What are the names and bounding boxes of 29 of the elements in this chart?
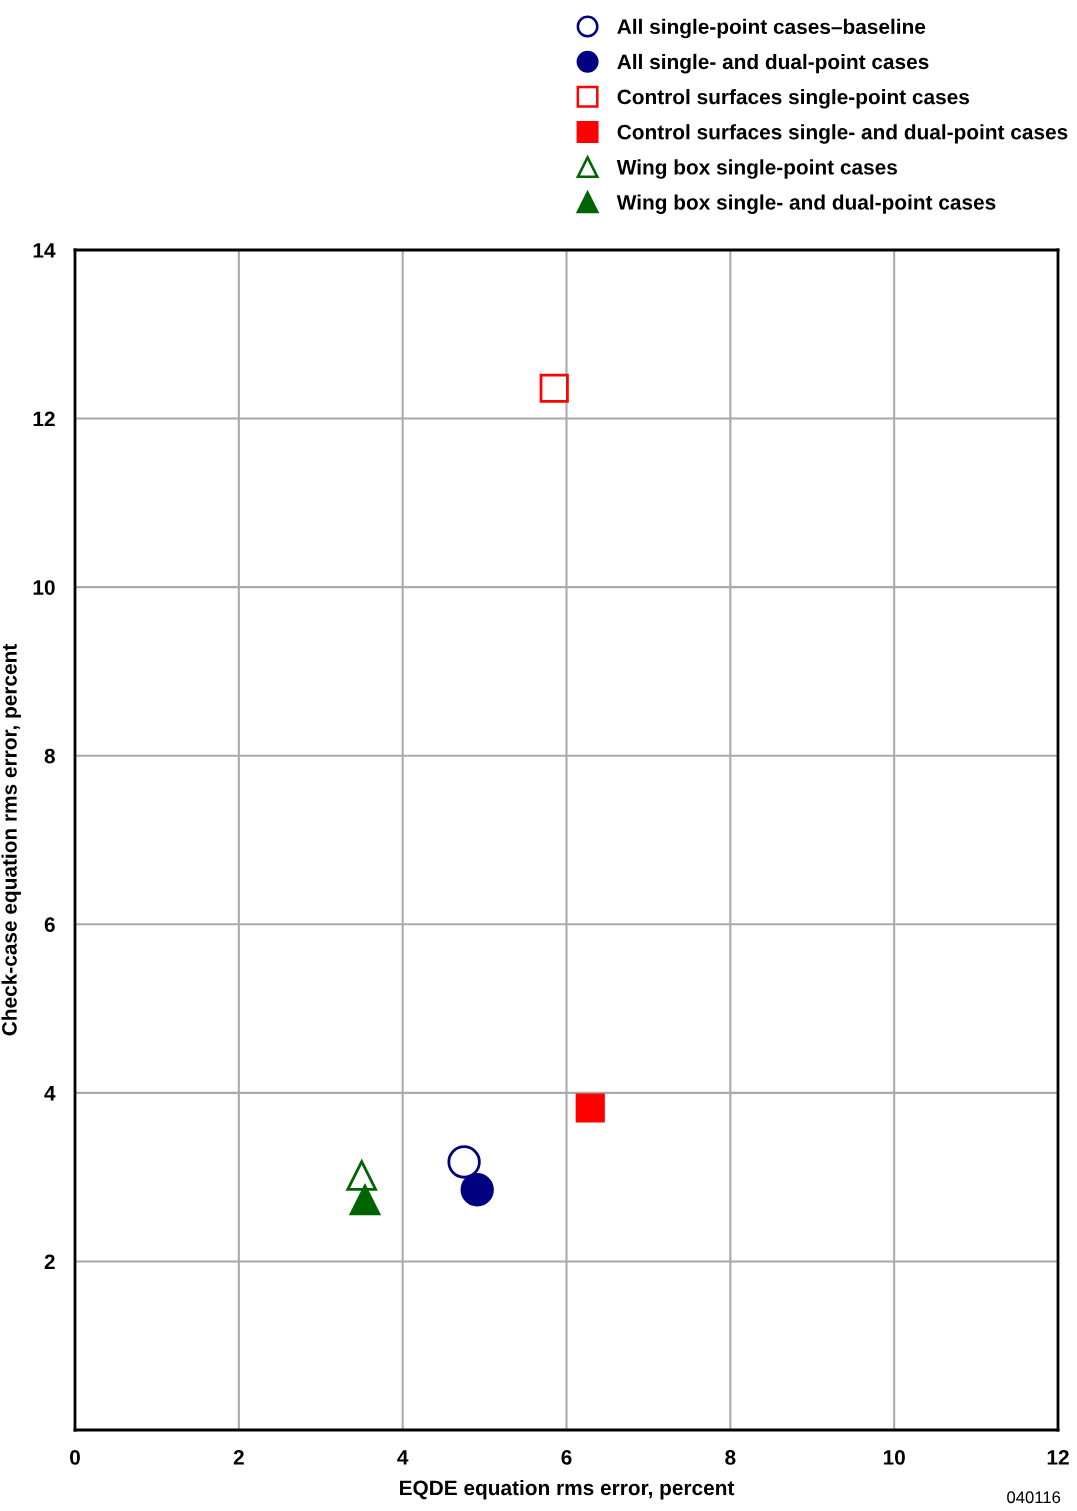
y-axis-title: Check-case equation rms error, percent (1, 643, 21, 1036)
point (447, 1145, 481, 1179)
y-tick-label: 4 (44, 1086, 56, 1101)
text: 040116 (1007, 1491, 1061, 1504)
x-tick-label: 12 (1047, 1449, 1069, 1465)
legend-label: Wing box single- and dual-point cases (616, 194, 996, 214)
y-tick-label: 2 (44, 1254, 55, 1269)
x-tick-label: 0 (70, 1449, 80, 1465)
point (460, 1173, 494, 1207)
point (575, 1093, 605, 1123)
legend-label: Control surfaces single-point cases (617, 89, 969, 109)
x-tick-label: 8 (725, 1449, 736, 1465)
legend-label: All single- and dual-point cases (617, 53, 929, 74)
point (346, 1160, 377, 1191)
y-tick-label: 8 (44, 748, 55, 764)
x-tick-label: 10 (883, 1449, 905, 1465)
y-tick-label: 14 (33, 243, 56, 258)
x-tick-label: 6 (561, 1449, 572, 1465)
y-tick-label: 10 (33, 580, 55, 595)
x-tick-label: 2 (233, 1449, 244, 1465)
point (539, 373, 569, 403)
y-tick-label: 12 (33, 411, 55, 427)
y-tick-label: 6 (44, 917, 55, 933)
legend-label: All single-point cases–baseline (617, 18, 926, 39)
legend-label: Control surfaces single- and dual-point cases (617, 124, 1068, 144)
legend-label: Wing box single-point cases (616, 159, 897, 179)
x-tick-label: 4 (397, 1450, 409, 1465)
point (349, 1184, 381, 1216)
x-axis-title: EQDE equation rms error, percent (400, 1479, 735, 1500)
